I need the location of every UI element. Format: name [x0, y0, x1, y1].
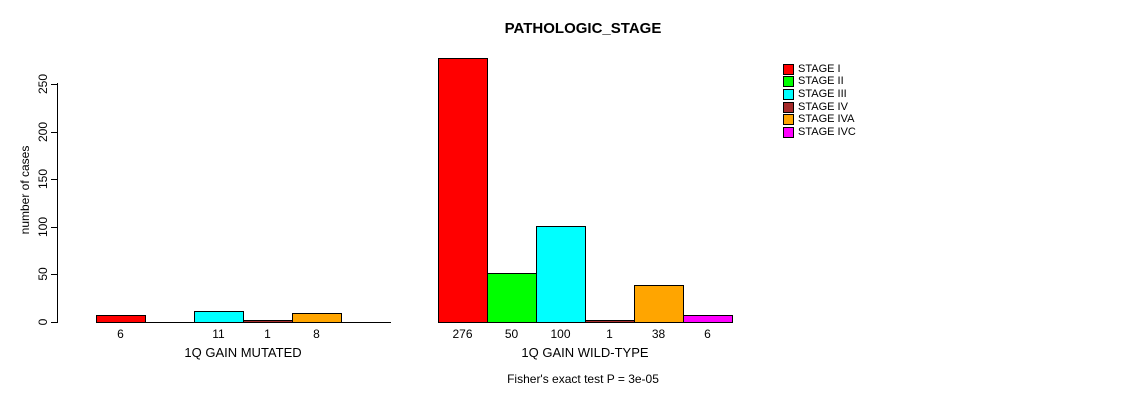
- legend-item: STAGE IVC: [783, 126, 856, 139]
- bar-stage-iv: [243, 320, 293, 323]
- y-tick: [51, 322, 57, 323]
- bar-value-label: 11: [212, 327, 225, 341]
- y-axis-label: number of cases: [18, 145, 32, 235]
- y-tick-label: 150: [36, 168, 50, 190]
- legend-item: STAGE III: [783, 88, 856, 101]
- legend-swatch: [783, 76, 794, 88]
- bar-stage-iii: [536, 226, 586, 323]
- y-tick: [51, 84, 57, 85]
- bar-stage-iv: [585, 320, 635, 323]
- group-label: 1Q GAIN MUTATED: [184, 345, 302, 360]
- y-tick: [51, 274, 57, 275]
- y-tick-label: 250: [36, 73, 50, 95]
- y-tick-label: 50: [36, 267, 50, 281]
- bar-value-label: 276: [452, 327, 473, 341]
- bar-value-label: 6: [704, 327, 711, 341]
- bar-value-label: 8: [313, 327, 320, 341]
- legend-swatch: [783, 126, 794, 138]
- legend: STAGE I STAGE II STAGE III STAGE IV STAGE IV…: [783, 63, 856, 139]
- bar-value-label: 6: [117, 327, 124, 341]
- legend-label: STAGE IV: [798, 100, 848, 113]
- legend-label: STAGE III: [798, 87, 847, 100]
- bar-stage-iva: [292, 313, 342, 323]
- y-axis-line: [57, 83, 58, 323]
- y-tick-label: 100: [36, 216, 50, 238]
- chart-title: PATHOLOGIC_STAGE: [504, 20, 662, 37]
- bar-value-label: 1: [606, 327, 613, 341]
- legend-swatch: [783, 101, 794, 113]
- y-tick: [51, 132, 57, 133]
- bar-value-label: 50: [504, 327, 519, 341]
- y-tick-label: 200: [36, 121, 50, 143]
- legend-label: STAGE IVC: [798, 125, 856, 138]
- bar-stage-ii: [487, 273, 537, 323]
- bar-stage-ivc: [683, 315, 733, 323]
- legend-label: STAGE II: [798, 75, 844, 88]
- legend-label: STAGE I: [798, 62, 841, 75]
- bar-stage-iva: [634, 285, 684, 323]
- stat-test-caption: Fisher's exact test P = 3e-05: [507, 372, 659, 386]
- legend-item: STAGE II: [783, 76, 856, 89]
- bar-value-label: 100: [550, 327, 571, 341]
- bar-value-label: 1: [264, 327, 271, 341]
- legend-item: STAGE IV: [783, 101, 856, 114]
- legend-label: STAGE IVA: [798, 113, 855, 126]
- bar-stage-iii: [194, 311, 244, 323]
- y-tick: [51, 179, 57, 180]
- legend-item: STAGE I: [783, 63, 856, 76]
- group-label: 1Q GAIN WILD-TYPE: [521, 345, 649, 360]
- y-tick-label: 0: [36, 318, 50, 326]
- y-tick: [51, 227, 57, 228]
- legend-swatch: [783, 63, 794, 75]
- legend-item: STAGE IVA: [783, 113, 856, 126]
- bar-value-label: 38: [651, 327, 666, 341]
- legend-swatch: [783, 114, 794, 126]
- bar-stage-i: [438, 58, 488, 323]
- bar-stage-i: [96, 315, 146, 323]
- legend-swatch: [783, 88, 794, 100]
